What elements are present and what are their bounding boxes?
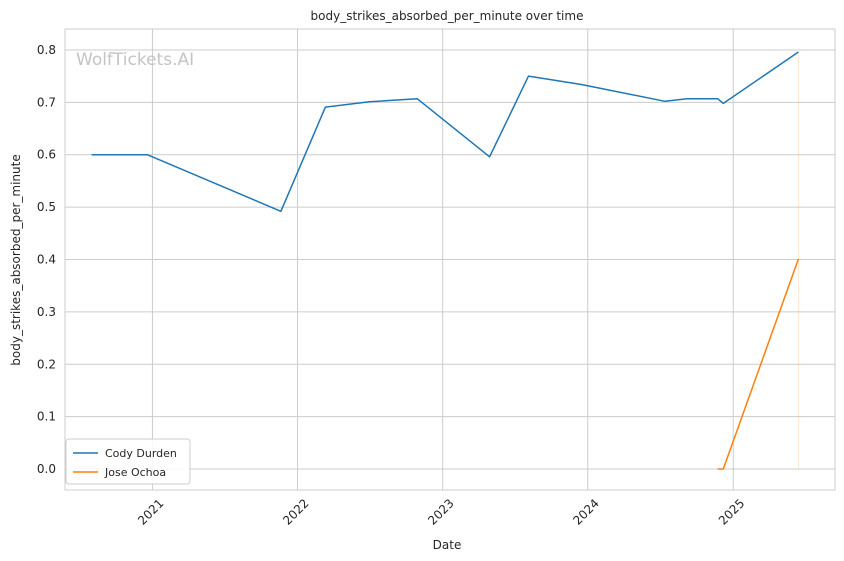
x-tick-label: 2024 xyxy=(570,496,601,527)
series-line-jose-ochoa xyxy=(717,258,800,470)
grid xyxy=(65,29,835,490)
x-axis-label: Date xyxy=(433,538,462,552)
y-tick-label: 0.4 xyxy=(37,253,56,267)
x-tick-label: 2025 xyxy=(716,496,747,527)
y-tick-label: 0.7 xyxy=(37,95,56,109)
x-tick-label: 2021 xyxy=(135,496,166,527)
legend-label-jose-ochoa: Jose Ochoa xyxy=(104,466,166,479)
y-tick-label: 0.8 xyxy=(37,43,56,57)
x-tick-label: 2023 xyxy=(425,496,456,527)
watermark: WolfTickets.AI xyxy=(76,50,194,70)
y-tick-label: 0.3 xyxy=(37,305,56,319)
x-tick-label: 2022 xyxy=(280,496,311,527)
legend-label-cody-durden: Cody Durden xyxy=(105,447,177,460)
chart-title: body_strikes_absorbed_per_minute over ti… xyxy=(311,9,584,23)
legend: Cody Durden Jose Ochoa xyxy=(65,438,191,485)
series-line-cody-durden xyxy=(91,51,799,213)
y-tick-label: 0.5 xyxy=(37,200,56,214)
y-tick-label: 0.2 xyxy=(37,357,56,371)
y-tick-label: 0.1 xyxy=(37,410,56,424)
y-tick-label: 0.6 xyxy=(37,148,56,162)
y-tick-label: 0.0 xyxy=(37,462,56,476)
y-axis-label: body_strikes_absorbed_per_minute xyxy=(9,154,23,365)
series-lines xyxy=(91,51,800,470)
